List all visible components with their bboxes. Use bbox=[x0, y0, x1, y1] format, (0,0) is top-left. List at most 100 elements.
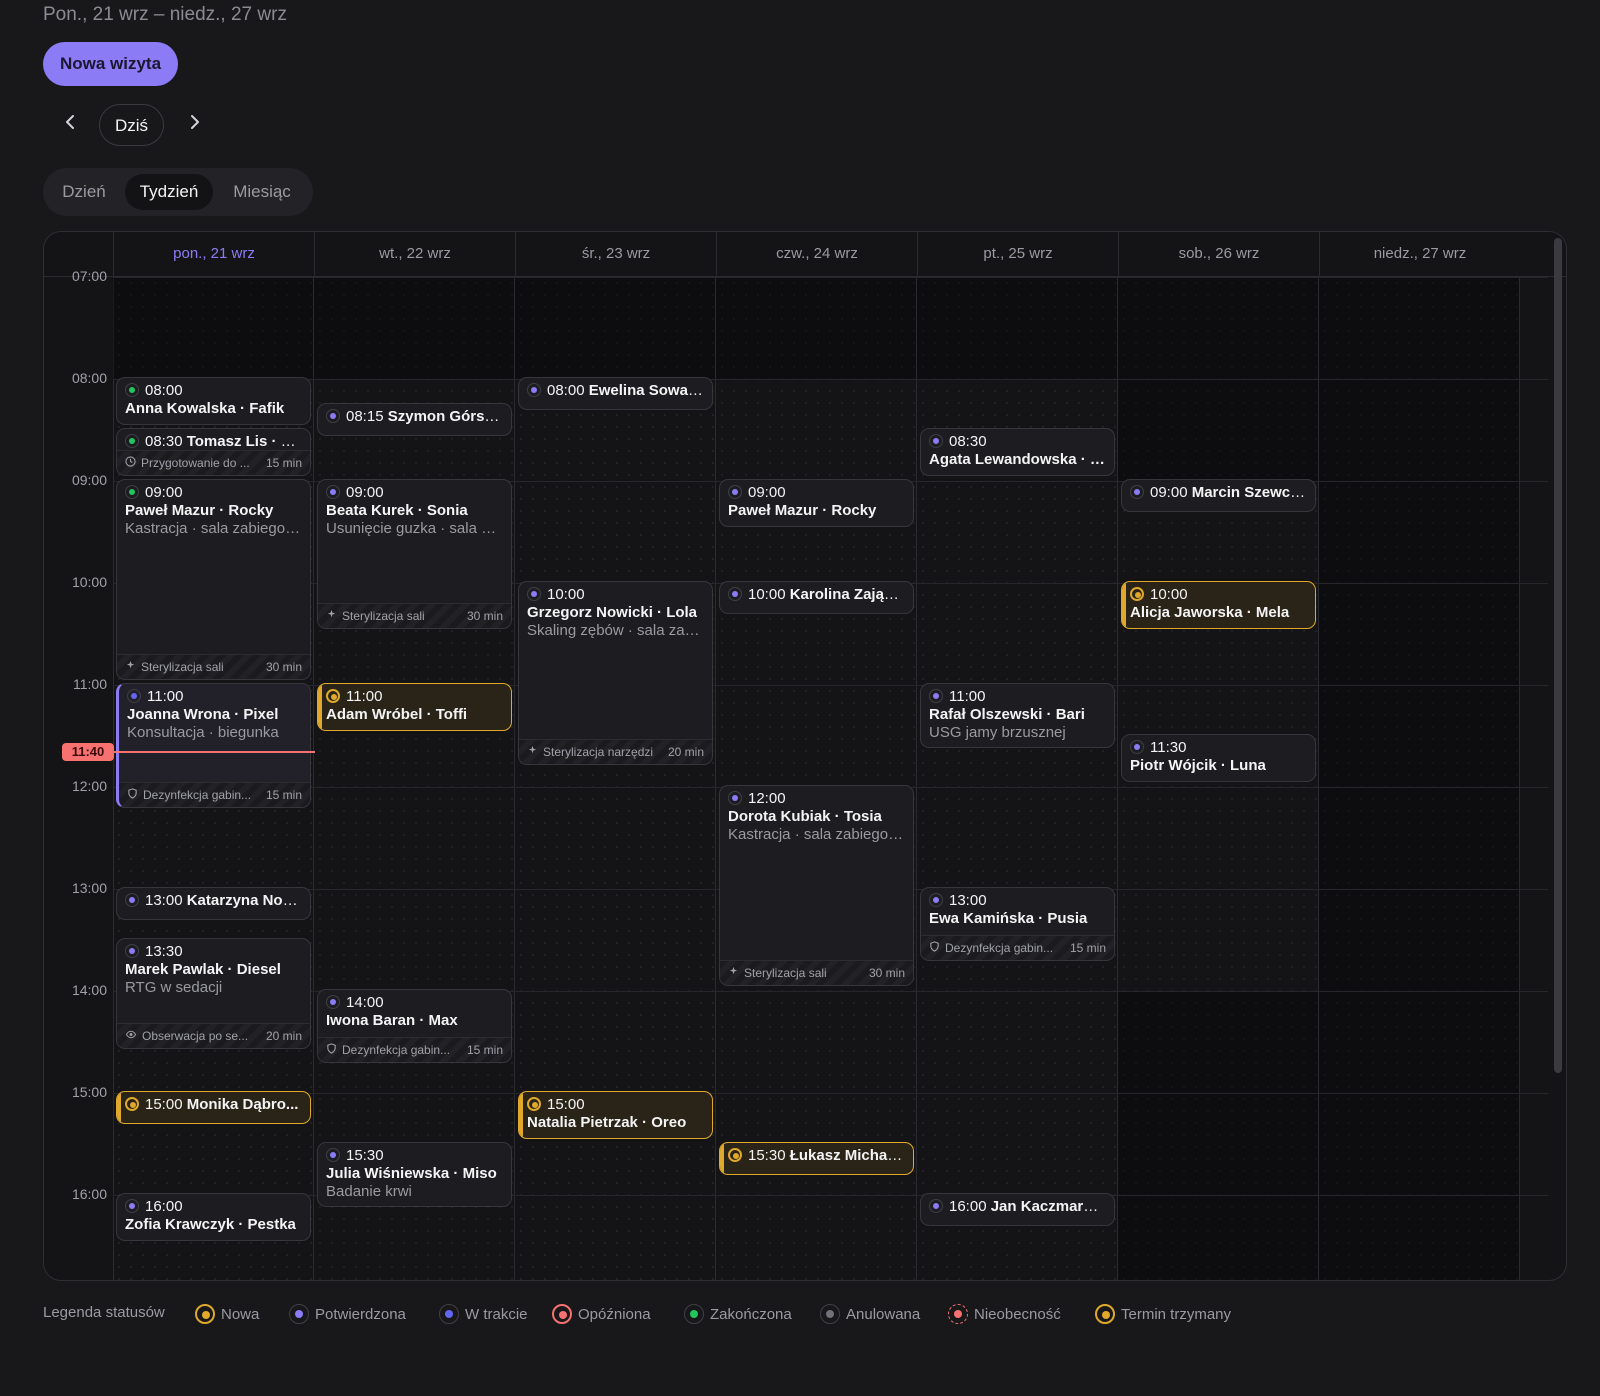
appointment-detail: RTG w sedacji bbox=[125, 979, 223, 996]
appointment-patient: Grzegorz Nowicki · Lola bbox=[527, 604, 698, 621]
day-column[interactable] bbox=[314, 277, 515, 1280]
buffer-duration: 20 min bbox=[265, 1028, 302, 1043]
appointment-card[interactable]: 11:00 Rafał Olszewski · Bari USG jamy brzu… bbox=[920, 683, 1115, 748]
buffer-duration: 15 min bbox=[1069, 940, 1106, 955]
buffer-block: Dezynfekcja gabin... 15 min bbox=[119, 781, 310, 807]
appointment-time: 08:30 bbox=[929, 433, 1106, 450]
appointment-card[interactable]: 08:00 Anna Kowalska · Fafik bbox=[116, 377, 311, 425]
appointment-card[interactable]: 16:00 Jan Kaczmarek ... bbox=[920, 1193, 1115, 1226]
status-dot-icon bbox=[195, 1304, 215, 1324]
tab-day[interactable]: Dzień bbox=[62, 182, 106, 201]
appointment-patient: Monika Dąbro... bbox=[186, 1096, 299, 1113]
status-dot-icon bbox=[326, 408, 340, 423]
day-header[interactable]: niedz., 27 wrz bbox=[1319, 232, 1520, 276]
appointment-card[interactable]: 13:00 Ewa Kamińska · Pusia Dezynfekcja gab… bbox=[920, 887, 1115, 961]
appointment-detail: Usunięcie guzka · sala zab... bbox=[326, 520, 503, 537]
day-header[interactable]: pon., 21 wrz bbox=[113, 232, 314, 276]
appointment-card[interactable]: 14:00 Iwona Baran · Max Dezynfekcja gabin.… bbox=[317, 989, 512, 1063]
appointment-start: 11:00 bbox=[949, 688, 986, 705]
appointment-start: 12:00 bbox=[748, 790, 786, 807]
day-header[interactable]: wt., 22 wrz bbox=[314, 232, 515, 276]
appointment-card[interactable]: 15:30 Julia Wiśniewska · Miso Badanie krwi bbox=[317, 1142, 512, 1207]
appointment-card[interactable]: 09:00 Marcin Szewcz... bbox=[1121, 479, 1316, 512]
appointment-card[interactable]: 08:15 Szymon Górski... bbox=[317, 402, 512, 436]
status-dot-icon bbox=[527, 383, 541, 397]
appointment-time: 13:30 bbox=[125, 943, 302, 960]
hour-label: 10:00 bbox=[71, 574, 107, 590]
day-column[interactable] bbox=[1319, 277, 1520, 1280]
appointment-card[interactable]: 12:00 Dorota Kubiak · Tosia Kastracja · sa… bbox=[719, 785, 914, 986]
appointment-time: 11:00 bbox=[127, 688, 302, 705]
appointment-patient: Agata Lewandowska · N... bbox=[929, 451, 1106, 468]
appointment-card[interactable]: 13:00 Katarzyna Now... bbox=[116, 887, 311, 920]
appointment-card[interactable]: 11:00 Joanna Wrona · Pixel Konsultacja · b… bbox=[116, 683, 311, 808]
closed-hours bbox=[716, 277, 916, 379]
buffer-block: Sterylizacja sali 30 min bbox=[318, 603, 511, 628]
appointment-patient: Joanna Wrona · Pixel bbox=[127, 706, 279, 723]
buffer-duration: 15 min bbox=[466, 1042, 503, 1057]
legend-label: Nowa bbox=[221, 1306, 260, 1323]
appointment-card[interactable]: 08:00 Ewelina Sowa · ... bbox=[518, 377, 713, 410]
date-range-title: Pon., 21 wrz – niedz., 27 wrz bbox=[43, 4, 287, 25]
appointment-card[interactable]: 08:30 Tomasz Lis · Mr... Przygotowanie do… bbox=[116, 428, 311, 476]
status-dot-icon bbox=[929, 689, 943, 703]
chevron-left-icon[interactable] bbox=[56, 108, 84, 136]
new-appointment-button[interactable]: Nowa wizyta bbox=[43, 42, 178, 86]
day-header[interactable]: pt., 25 wrz bbox=[917, 232, 1118, 276]
legend-item: Termin trzymany bbox=[1095, 1304, 1231, 1324]
appointment-card[interactable]: 11:30 Piotr Wójcik · Luna bbox=[1121, 734, 1316, 782]
day-header[interactable]: śr., 23 wrz bbox=[515, 232, 716, 276]
appointment-card[interactable]: 09:00 Paweł Mazur · Rocky Kastracja · sala… bbox=[116, 479, 311, 680]
appointment-card[interactable]: 10:00 Alicja Jaworska · Mela bbox=[1121, 581, 1316, 629]
appointment-patient: Karolina Zając · ... bbox=[789, 586, 905, 603]
appointment-card[interactable]: 15:30 Łukasz Michala... bbox=[719, 1142, 914, 1175]
scrollbar[interactable] bbox=[1554, 238, 1562, 1073]
status-dot-icon bbox=[552, 1304, 572, 1324]
appointment-start: 16:00 bbox=[949, 1198, 987, 1215]
appointment-card[interactable]: 13:30 Marek Pawlak · Diesel RTG w sedacji O… bbox=[116, 938, 311, 1049]
appointment-start: 08:30 bbox=[145, 433, 183, 450]
appointment-time: 13:00 bbox=[929, 892, 1106, 909]
appointment-time: 11:30 bbox=[1130, 739, 1307, 756]
appointment-card[interactable]: 10:00 Grzegorz Nowicki · Lola Skaling zębó… bbox=[518, 581, 713, 765]
appointment-start: 08:00 bbox=[547, 382, 585, 399]
buffer-label: Dezynfekcja gabin... bbox=[326, 1043, 456, 1057]
appointment-time: 13:00 Katarzyna Now... bbox=[125, 892, 302, 909]
hour-label: 16:00 bbox=[71, 1186, 107, 1202]
appointment-card[interactable]: 15:00 Natalia Pietrzak · Oreo bbox=[518, 1091, 713, 1139]
appointment-card[interactable]: 15:00 Monika Dąbro... bbox=[116, 1091, 311, 1124]
appointment-start: 15:30 bbox=[748, 1147, 786, 1164]
appointment-patient: Anna Kowalska · Fafik bbox=[125, 400, 285, 417]
appointment-patient: Tomasz Lis · Mr... bbox=[186, 433, 302, 450]
status-dot-icon bbox=[326, 485, 340, 499]
day-header[interactable]: czw., 24 wrz bbox=[716, 232, 917, 276]
chevron-right-icon[interactable] bbox=[181, 108, 209, 136]
appointment-start: 10:00 bbox=[1150, 586, 1188, 603]
appointment-card[interactable]: 11:00 Adam Wróbel · Toffi bbox=[317, 683, 512, 731]
appointment-detail: Konsultacja · biegunka bbox=[127, 724, 279, 741]
appointment-start: 09:00 bbox=[1150, 484, 1188, 501]
appointment-time: 16:00 Jan Kaczmarek ... bbox=[929, 1198, 1106, 1215]
appointment-patient: Iwona Baran · Max bbox=[326, 1012, 458, 1029]
status-dot-icon bbox=[1130, 740, 1144, 754]
status-dot-icon bbox=[527, 1097, 541, 1111]
tab-week[interactable]: Tydzień bbox=[125, 174, 213, 210]
tab-month[interactable]: Miesiąc bbox=[233, 182, 291, 201]
day-header[interactable]: sob., 26 wrz bbox=[1118, 232, 1319, 276]
appointment-card[interactable]: 09:00 Beata Kurek · Sonia Usunięcie guzka … bbox=[317, 479, 512, 629]
appointment-card[interactable]: 16:00 Zofia Krawczyk · Pestka bbox=[116, 1193, 311, 1241]
appointment-card[interactable]: 10:00 Karolina Zając · ... bbox=[719, 581, 914, 614]
appointment-time: 08:15 Szymon Górski... bbox=[326, 408, 503, 425]
buffer-block: Sterylizacja sali 30 min bbox=[117, 654, 310, 679]
buffer-label: Dezynfekcja gabin... bbox=[929, 941, 1059, 955]
appointment-card[interactable]: 08:30 Agata Lewandowska · N... bbox=[920, 428, 1115, 476]
today-button[interactable]: Dziś bbox=[99, 104, 164, 146]
legend-item: Opóźniona bbox=[552, 1304, 651, 1324]
buffer-label: Sterylizacja sali bbox=[728, 966, 858, 980]
day-column[interactable] bbox=[716, 277, 917, 1280]
legend-item: W trakcie bbox=[439, 1304, 528, 1324]
header-divider bbox=[44, 276, 1566, 277]
appointment-patient: Rafał Olszewski · Bari bbox=[929, 706, 1085, 723]
appointment-card[interactable]: 09:00 Paweł Mazur · Rocky bbox=[719, 479, 914, 527]
appointment-time: 10:00 bbox=[527, 586, 704, 603]
